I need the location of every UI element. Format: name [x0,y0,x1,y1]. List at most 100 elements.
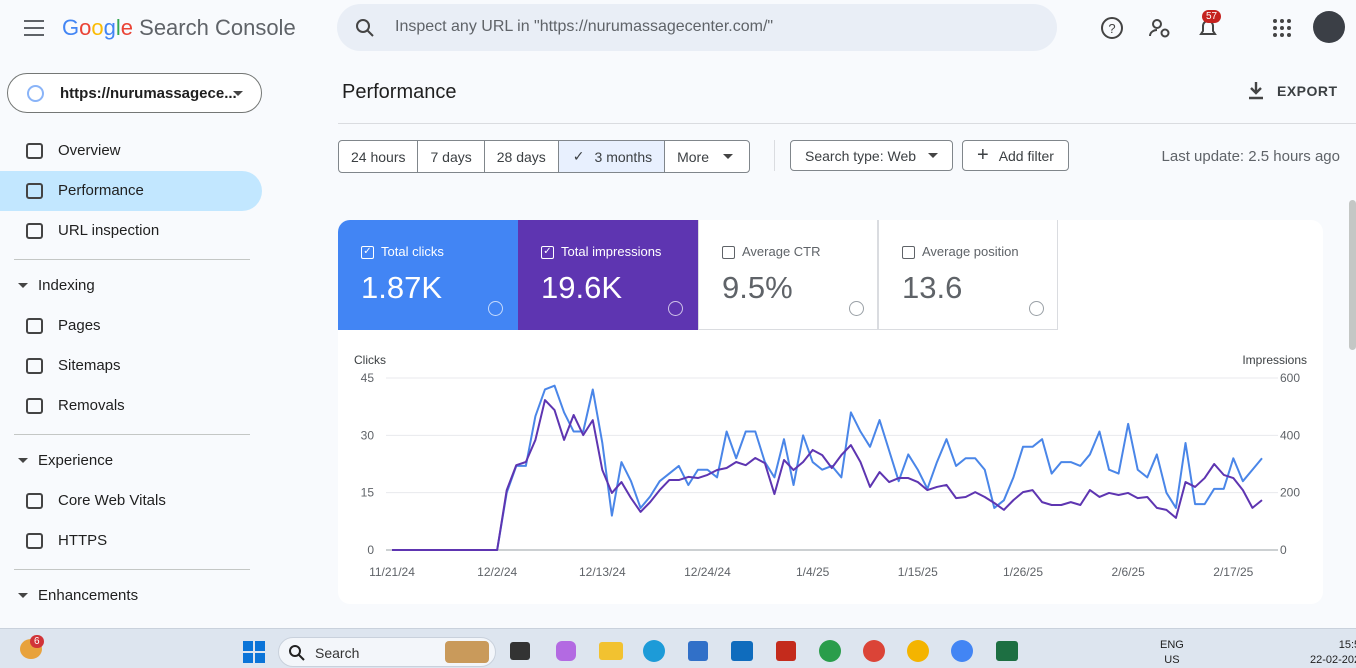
search-type-label: Search type: Web [805,147,917,164]
date-range-label: 3 months [594,148,653,165]
nav-item[interactable]: Core Web Vitals [58,492,166,509]
date-range-button[interactable]: ✓ 3 months [558,141,666,172]
app-icon[interactable] [863,640,885,662]
divider [14,434,250,435]
app-icon[interactable] [776,641,796,661]
section-title[interactable]: Enhancements [38,587,139,604]
app-icon[interactable] [643,640,665,662]
taskbar-search[interactable]: Search [278,637,496,667]
language[interactable]: ENG US [1160,638,1184,668]
apps-icon[interactable] [1272,18,1292,38]
date-range-button[interactable]: More [665,141,749,172]
nav-item[interactable]: URL inspection [58,222,160,239]
taskbar-search-label: Search [315,645,360,661]
metric-label: Total impressions [561,244,662,259]
app-icon[interactable] [996,641,1018,661]
menu-button[interactable] [24,20,44,36]
checkbox [722,246,735,259]
series-line [392,399,1263,551]
app-icon[interactable] [819,640,841,662]
y2-axis-title: Impressions [1242,353,1307,367]
x-tick-label: 1/15/25 [898,565,938,579]
scrollbar [1349,200,1356,350]
divider [14,569,250,570]
dropdown-caret [723,154,734,164]
metric-value: 13.6 [902,270,963,305]
metric-card[interactable]: Average position 13.6 [878,220,1058,330]
brand: Google [62,15,134,40]
section-title[interactable]: Experience [38,452,114,469]
nav-item[interactable]: Overview [58,142,121,159]
help-icon[interactable]: ? [1100,16,1124,40]
date-range-label: 28 days [496,148,546,165]
product-name: Search Console [139,15,296,40]
x-tick-label: 12/2/24 [477,565,517,579]
section-caret [18,458,28,468]
app-icon[interactable] [731,641,753,661]
section-title[interactable]: Indexing [38,277,95,294]
nav-icon [26,533,43,549]
series-line [392,384,1263,551]
date: 22-02-2025 [1310,654,1356,666]
nav-item[interactable]: Removals [58,397,125,414]
app-icon[interactable] [907,640,929,662]
nav-item[interactable]: HTTPS [58,532,108,549]
app-icon[interactable] [556,641,576,661]
nav-icon [26,223,43,239]
app-icon[interactable] [599,642,623,660]
performance-card: ✓ Total clicks 1.87K ✓ Total impressions 19.6… [338,220,1323,604]
nav-icon [26,358,43,374]
date-range-button[interactable]: 28 days [485,141,559,172]
x-tick-label: 1/4/25 [796,565,830,579]
search-icon [289,645,305,661]
app-icon[interactable] [951,640,973,662]
app-icon[interactable] [510,642,530,660]
section-caret [18,283,28,293]
divider [774,140,775,171]
help-icon [1029,301,1044,316]
property-selector[interactable]: https://nurumassagece... [7,73,262,113]
nav-item[interactable]: Pages [58,317,101,334]
chart: Clicks Impressions 0 15 30 45 0 200 400 600 11/21/… [354,353,1307,579]
notification-badge: 57 [1202,10,1222,23]
checkbox [902,246,915,259]
avatar[interactable] [1313,11,1345,43]
date-range-button[interactable]: 7 days [418,141,485,172]
logo: Google Search Console [62,15,296,41]
nav-icon [26,318,43,334]
y-tick-label: 0 [367,543,374,557]
metric-card[interactable]: ✓ Total impressions 19.6K [518,220,698,330]
x-tick-label: 12/13/24 [579,565,626,579]
metric-card[interactable]: Average CTR 9.5% [698,220,878,330]
settings-icon[interactable] [1148,16,1172,40]
date-range-group: 24 hours 7 days 28 days ✓ 3 months More [338,140,751,173]
nav-item[interactable]: Sitemaps [58,357,121,374]
nav-icon [26,398,43,414]
date-range-button[interactable]: 24 hours [339,141,419,172]
export-button[interactable]: EXPORT [1277,83,1338,99]
app-icon[interactable] [688,641,708,661]
nav-item[interactable]: Performance [58,182,144,199]
date-range-label: 24 hours [351,148,406,165]
metric-card[interactable]: ✓ Total clicks 1.87K [338,220,518,330]
search-type-filter[interactable]: Search type: Web [790,140,954,171]
language-code: ENG [1160,639,1184,651]
dropdown-caret [233,91,243,101]
url-inspect-bar[interactable]: Inspect any URL in "https://nurumassagec… [337,4,1057,51]
time: 15:52 [1338,639,1356,651]
metric-label: Total clicks [381,244,444,259]
taskbar: 6 Search ENG US 15:52 22-02-2025 [0,628,1356,668]
checkbox: ✓ [541,246,554,259]
help-icon [668,301,683,316]
add-filter-button[interactable]: + Add filter [962,140,1069,171]
region-code: US [1164,654,1180,666]
clock[interactable]: 15:52 22-02-2025 [1310,638,1356,668]
x-tick-label: 2/6/25 [1111,565,1145,579]
date-range-label: 7 days [430,148,472,165]
search-highlight [445,641,489,663]
globe-icon [27,85,44,102]
start-button[interactable] [243,641,265,663]
y2-tick-label: 400 [1280,428,1300,442]
